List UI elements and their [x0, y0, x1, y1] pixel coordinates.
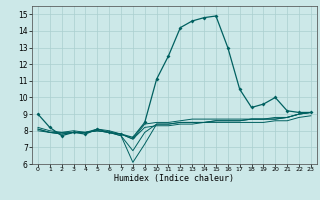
X-axis label: Humidex (Indice chaleur): Humidex (Indice chaleur): [115, 174, 234, 183]
